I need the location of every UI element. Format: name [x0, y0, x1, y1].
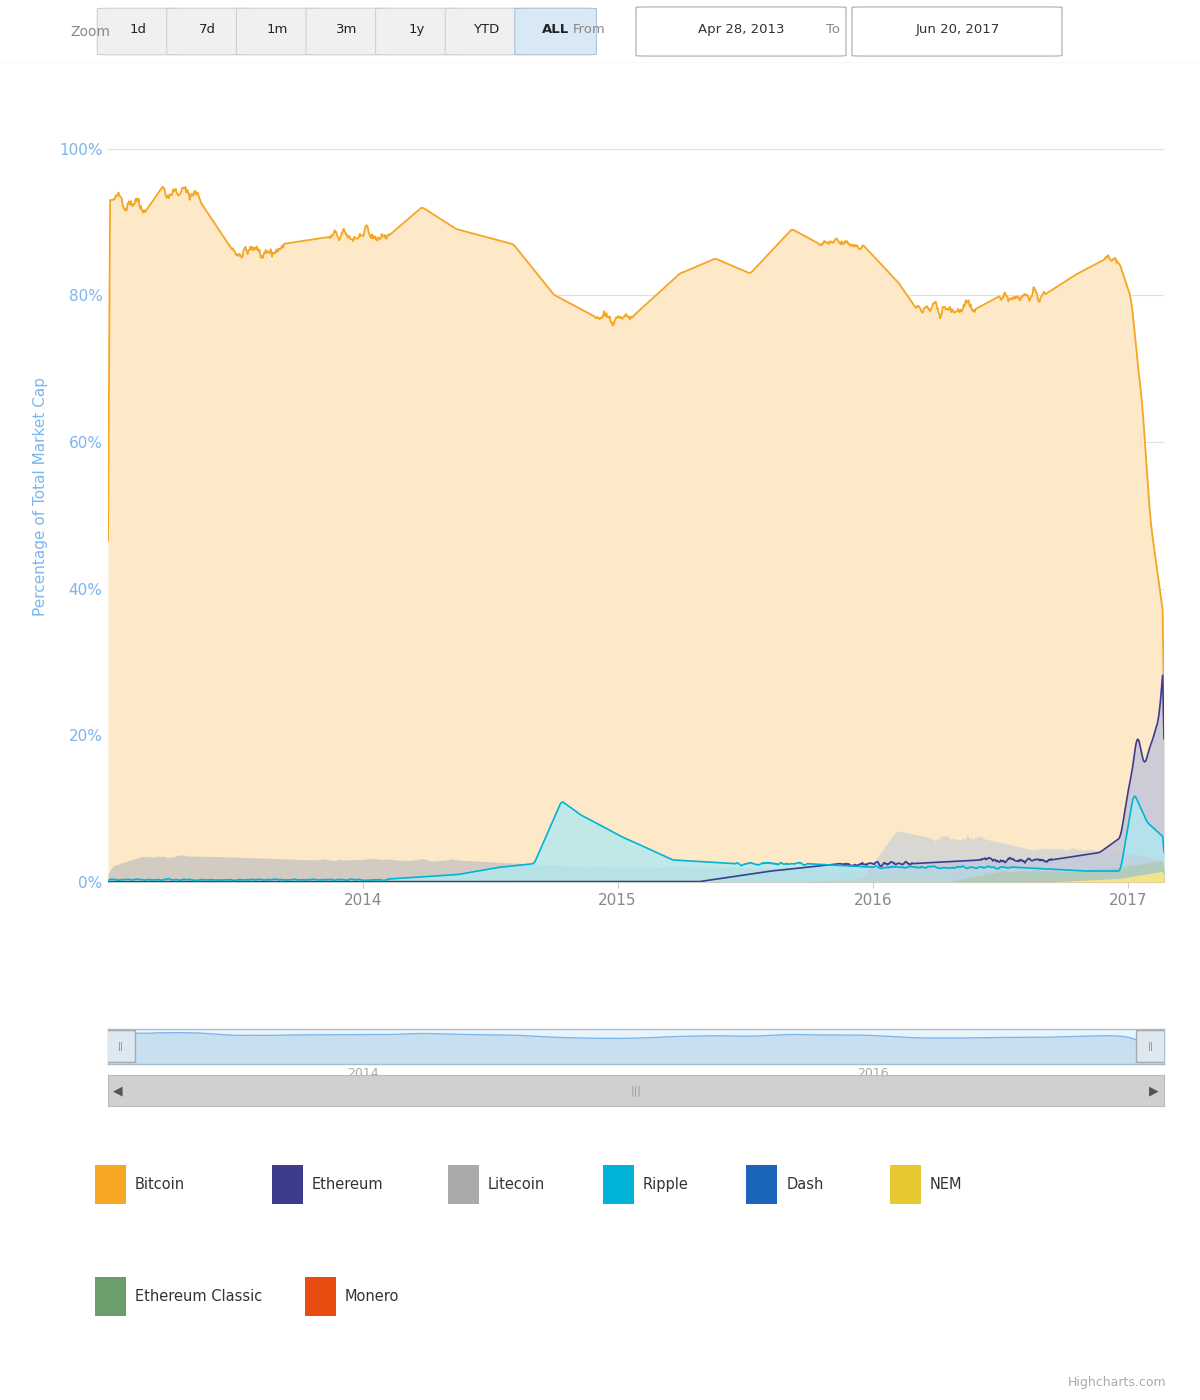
Text: 1d: 1d: [130, 24, 146, 36]
FancyBboxPatch shape: [636, 7, 846, 56]
Text: Ethereum: Ethereum: [312, 1177, 383, 1191]
Text: ||: ||: [1148, 1042, 1154, 1051]
Text: Bitcoin: Bitcoin: [134, 1177, 185, 1191]
FancyBboxPatch shape: [852, 7, 1062, 56]
FancyBboxPatch shape: [515, 8, 596, 55]
Text: Apr 28, 2013: Apr 28, 2013: [698, 24, 785, 36]
Text: 1y: 1y: [408, 24, 425, 36]
Bar: [449, 1165, 479, 1204]
Text: Jun 20, 2017: Jun 20, 2017: [916, 24, 1000, 36]
Bar: [602, 1165, 634, 1204]
Text: 7d: 7d: [199, 24, 216, 36]
Text: Dash: Dash: [786, 1177, 823, 1191]
Text: Zoom: Zoom: [70, 24, 110, 38]
FancyBboxPatch shape: [97, 8, 179, 55]
FancyBboxPatch shape: [445, 8, 527, 55]
Text: NEM: NEM: [930, 1177, 962, 1191]
Text: Highcharts.com: Highcharts.com: [1067, 1376, 1166, 1389]
Text: To: To: [826, 24, 840, 36]
FancyBboxPatch shape: [236, 8, 318, 55]
FancyBboxPatch shape: [306, 8, 388, 55]
Bar: [890, 1165, 920, 1204]
Bar: [271, 1165, 302, 1204]
FancyBboxPatch shape: [376, 8, 457, 55]
FancyBboxPatch shape: [106, 1030, 136, 1063]
Text: Ripple: Ripple: [643, 1177, 689, 1191]
Text: ◀: ◀: [113, 1084, 122, 1098]
Bar: [95, 1277, 126, 1316]
Text: From: From: [574, 24, 606, 36]
Text: YTD: YTD: [473, 24, 499, 36]
Text: 1m: 1m: [266, 24, 288, 36]
Text: Ethereum Classic: Ethereum Classic: [134, 1289, 262, 1303]
Text: |||: |||: [630, 1085, 642, 1096]
Text: 3m: 3m: [336, 24, 358, 36]
Bar: [305, 1277, 336, 1316]
Text: ▶: ▶: [1150, 1084, 1159, 1098]
FancyBboxPatch shape: [1136, 1030, 1166, 1063]
Text: ||: ||: [118, 1042, 124, 1051]
Text: Litecoin: Litecoin: [488, 1177, 545, 1191]
Text: ALL: ALL: [542, 24, 569, 36]
Bar: [746, 1165, 778, 1204]
Y-axis label: Percentage of Total Market Cap: Percentage of Total Market Cap: [32, 378, 48, 616]
Bar: [95, 1165, 126, 1204]
Text: Monero: Monero: [344, 1289, 398, 1303]
FancyBboxPatch shape: [167, 8, 248, 55]
